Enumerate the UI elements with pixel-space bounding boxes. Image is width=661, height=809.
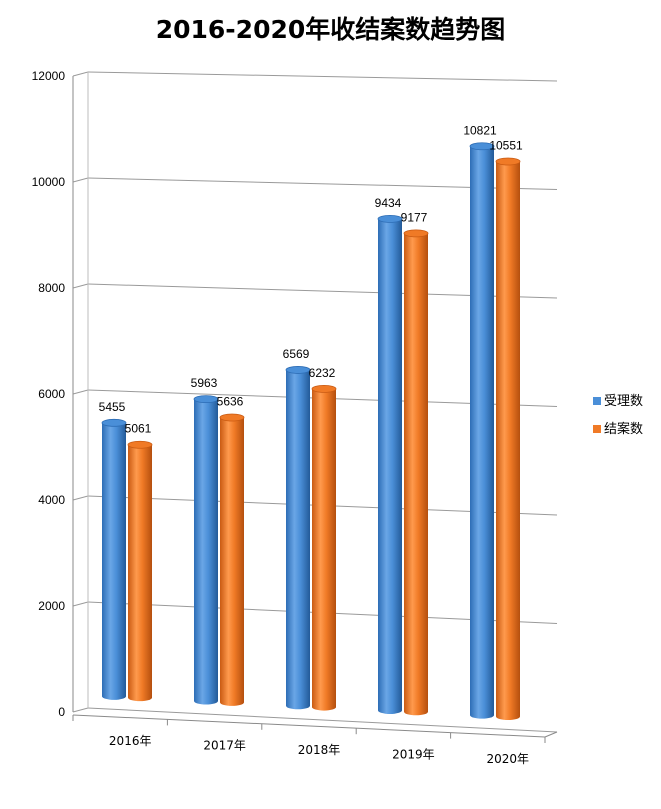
legend-label: 受理数 <box>604 394 643 409</box>
bar-top <box>285 366 311 374</box>
data-label: 9177 <box>401 210 428 224</box>
data-label: 10821 <box>463 123 497 137</box>
x-axis <box>72 714 546 738</box>
bar-closed <box>403 229 429 716</box>
data-label: 5061 <box>125 422 152 436</box>
data-label: 10551 <box>489 138 523 152</box>
bar-body <box>102 422 126 700</box>
bar-top <box>127 440 153 449</box>
bar-accepted <box>285 366 311 710</box>
y-tick-label: 12000 <box>32 69 66 83</box>
x-tick-label: 2019年 <box>392 747 435 761</box>
legend-label: 结案数 <box>604 422 643 437</box>
chart-title: 2016-2020年收结案数趋势图 <box>155 15 506 44</box>
bar-closed <box>495 157 521 720</box>
y-tick-label: 8000 <box>38 281 65 295</box>
gridline-side <box>72 283 89 289</box>
bar-accepted <box>377 214 403 714</box>
y-tick-label: 6000 <box>38 387 65 401</box>
bar-body <box>194 399 218 705</box>
bar-body <box>496 161 520 720</box>
y-tick-label: 10000 <box>32 175 66 189</box>
bar-top <box>101 418 127 427</box>
x-tick-label: 2020年 <box>487 752 530 766</box>
bars <box>101 142 521 720</box>
x-tick-label: 2018年 <box>298 743 341 757</box>
floor-right-edge <box>544 731 558 738</box>
data-label: 5963 <box>191 376 218 390</box>
y-tick-label: 2000 <box>38 599 65 613</box>
gridline-side <box>72 495 89 501</box>
bar-body <box>128 444 152 702</box>
data-label: 6232 <box>309 366 336 380</box>
bar-closed <box>311 384 337 711</box>
bar-top <box>311 384 337 393</box>
gridline <box>87 707 558 733</box>
bar-body <box>404 233 428 716</box>
gridline-side <box>72 389 89 395</box>
bar-body <box>312 388 336 711</box>
data-label: 9434 <box>375 196 402 210</box>
data-label: 6569 <box>283 347 310 361</box>
bar-body <box>378 218 402 714</box>
bar-top <box>469 142 495 151</box>
x-tick-label: 2016年 <box>109 734 152 748</box>
bar-closed <box>127 440 153 702</box>
bar-accepted <box>101 418 127 700</box>
data-label: 5455 <box>99 400 126 414</box>
data-label: 5636 <box>217 394 244 408</box>
bar-top <box>219 413 245 422</box>
gridline-side <box>72 707 89 713</box>
bar-body <box>286 369 310 710</box>
bar-top <box>377 214 403 223</box>
labels: 0 2000 4000 6000 8000 10000 12000 5455 5061 2016年… <box>32 69 529 766</box>
gridline-side <box>72 177 89 183</box>
x-tick-label: 2017年 <box>203 739 246 753</box>
bar-body <box>220 417 244 706</box>
axes <box>72 72 558 743</box>
bar-closed <box>219 413 245 706</box>
y-tick-label: 0 <box>58 705 65 719</box>
bar-accepted <box>469 142 495 719</box>
gridline-side <box>72 71 89 77</box>
bar-body <box>470 146 494 719</box>
gridline <box>87 71 558 82</box>
bar-top <box>403 229 429 238</box>
bar-top <box>495 157 521 166</box>
legend-swatch <box>593 397 601 405</box>
gridline-side <box>72 601 89 607</box>
y-tick-label: 4000 <box>38 493 65 507</box>
legend-swatch <box>593 425 601 433</box>
bar-top <box>193 395 219 404</box>
bar-accepted <box>193 395 219 705</box>
